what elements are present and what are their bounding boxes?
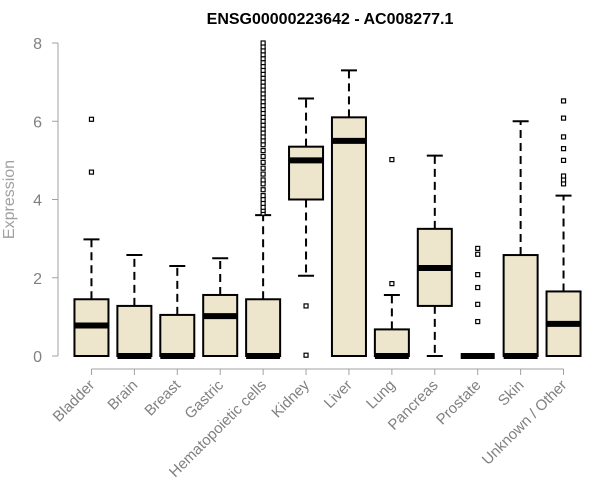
outlier-point [560,157,567,163]
outlier-point [88,116,95,122]
outlier-point [389,281,395,287]
outlier-point [475,301,481,307]
box [288,145,325,201]
chart-title: ENSG00000223642 - AC008277.1 [207,11,454,28]
outlier-point [260,177,266,183]
y-tick-label: 8 [33,36,42,53]
outlier-point [389,156,395,163]
box [502,254,539,357]
y-tick-label: 2 [33,271,42,288]
outlier-point [560,146,567,152]
category-label: Kidney [268,376,313,421]
outlier-point [260,171,266,177]
box [373,328,410,357]
y-tick-label: 4 [33,193,42,210]
outlier-point [475,284,481,291]
y-tick-label: 0 [33,349,42,366]
box [245,298,282,357]
outlier-point [560,115,567,121]
y-tick-label: 6 [33,114,42,131]
outlier-point [260,165,266,171]
outlier-point [260,192,266,199]
outlier-point [303,303,309,309]
outlier-point [475,251,481,257]
y-axis-title: Expression [1,160,18,239]
outlier-point [260,40,266,46]
box [330,116,367,358]
category-label: Skin [495,377,528,410]
category-label: Brain [104,377,141,414]
category-label: Lung [363,377,399,413]
category-label: Bladder [50,377,99,426]
outlier-point [303,352,309,358]
outlier-point [260,187,266,193]
outlier-point [475,318,481,325]
outlier-point [560,173,567,179]
box [159,313,196,358]
outlier-point [260,159,266,165]
box [202,293,239,357]
outlier-point [560,134,567,140]
outlier-point [88,169,95,175]
box [116,304,153,358]
category-label: Liver [321,377,356,412]
outlier-point [260,153,266,160]
category-label: Breast [141,376,184,419]
outlier-point [475,245,481,252]
outlier-point [475,272,481,278]
category-label: Prostate [433,377,485,429]
outlier-point [560,98,567,104]
outlier-point [260,147,266,154]
